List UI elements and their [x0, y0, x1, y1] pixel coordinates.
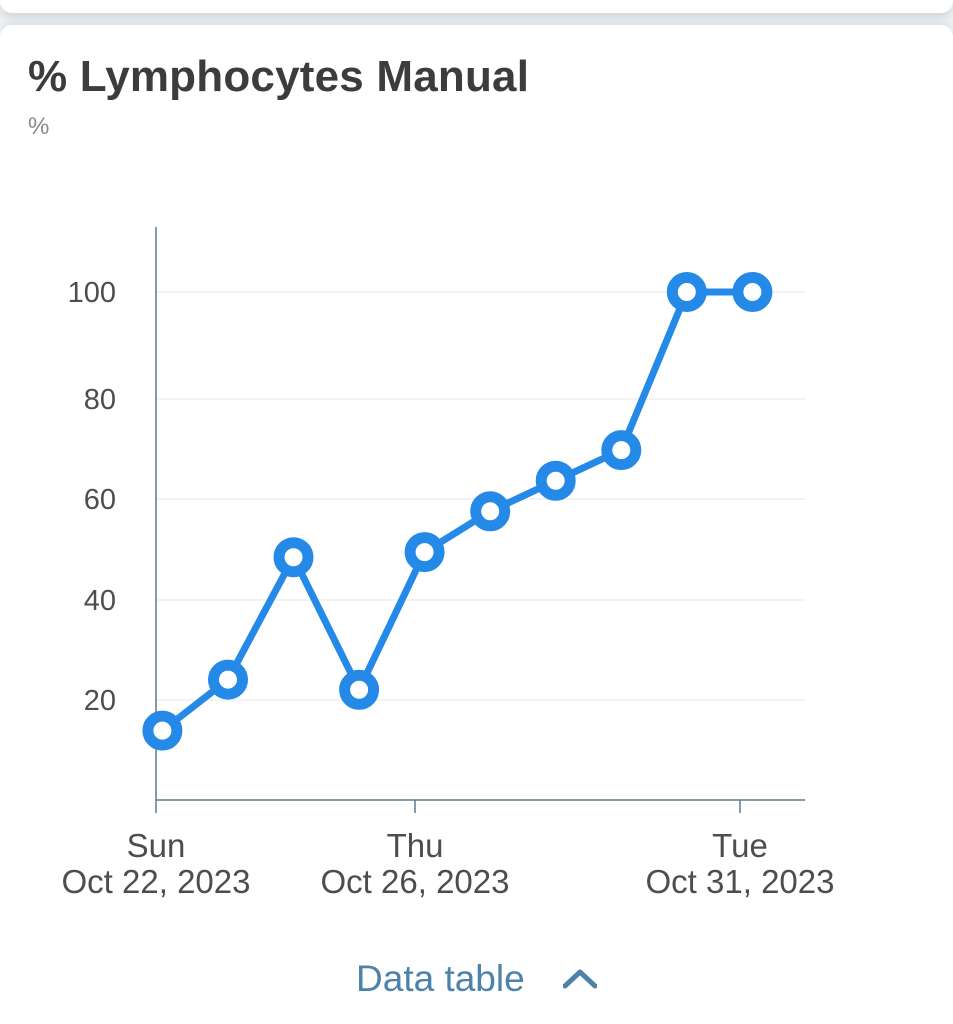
svg-text:Oct 22, 2023: Oct 22, 2023 [62, 863, 251, 900]
svg-text:60: 60 [84, 484, 116, 516]
svg-text:100: 100 [68, 277, 116, 309]
svg-text:Oct 31, 2023: Oct 31, 2023 [646, 863, 835, 900]
svg-text:Tue: Tue [712, 827, 768, 864]
svg-text:Thu: Thu [387, 827, 444, 864]
svg-text:40: 40 [84, 585, 116, 617]
svg-text:80: 80 [84, 384, 116, 416]
svg-text:Sun: Sun [127, 827, 186, 864]
svg-text:Oct 26, 2023: Oct 26, 2023 [321, 863, 510, 900]
svg-text:20: 20 [84, 685, 116, 717]
